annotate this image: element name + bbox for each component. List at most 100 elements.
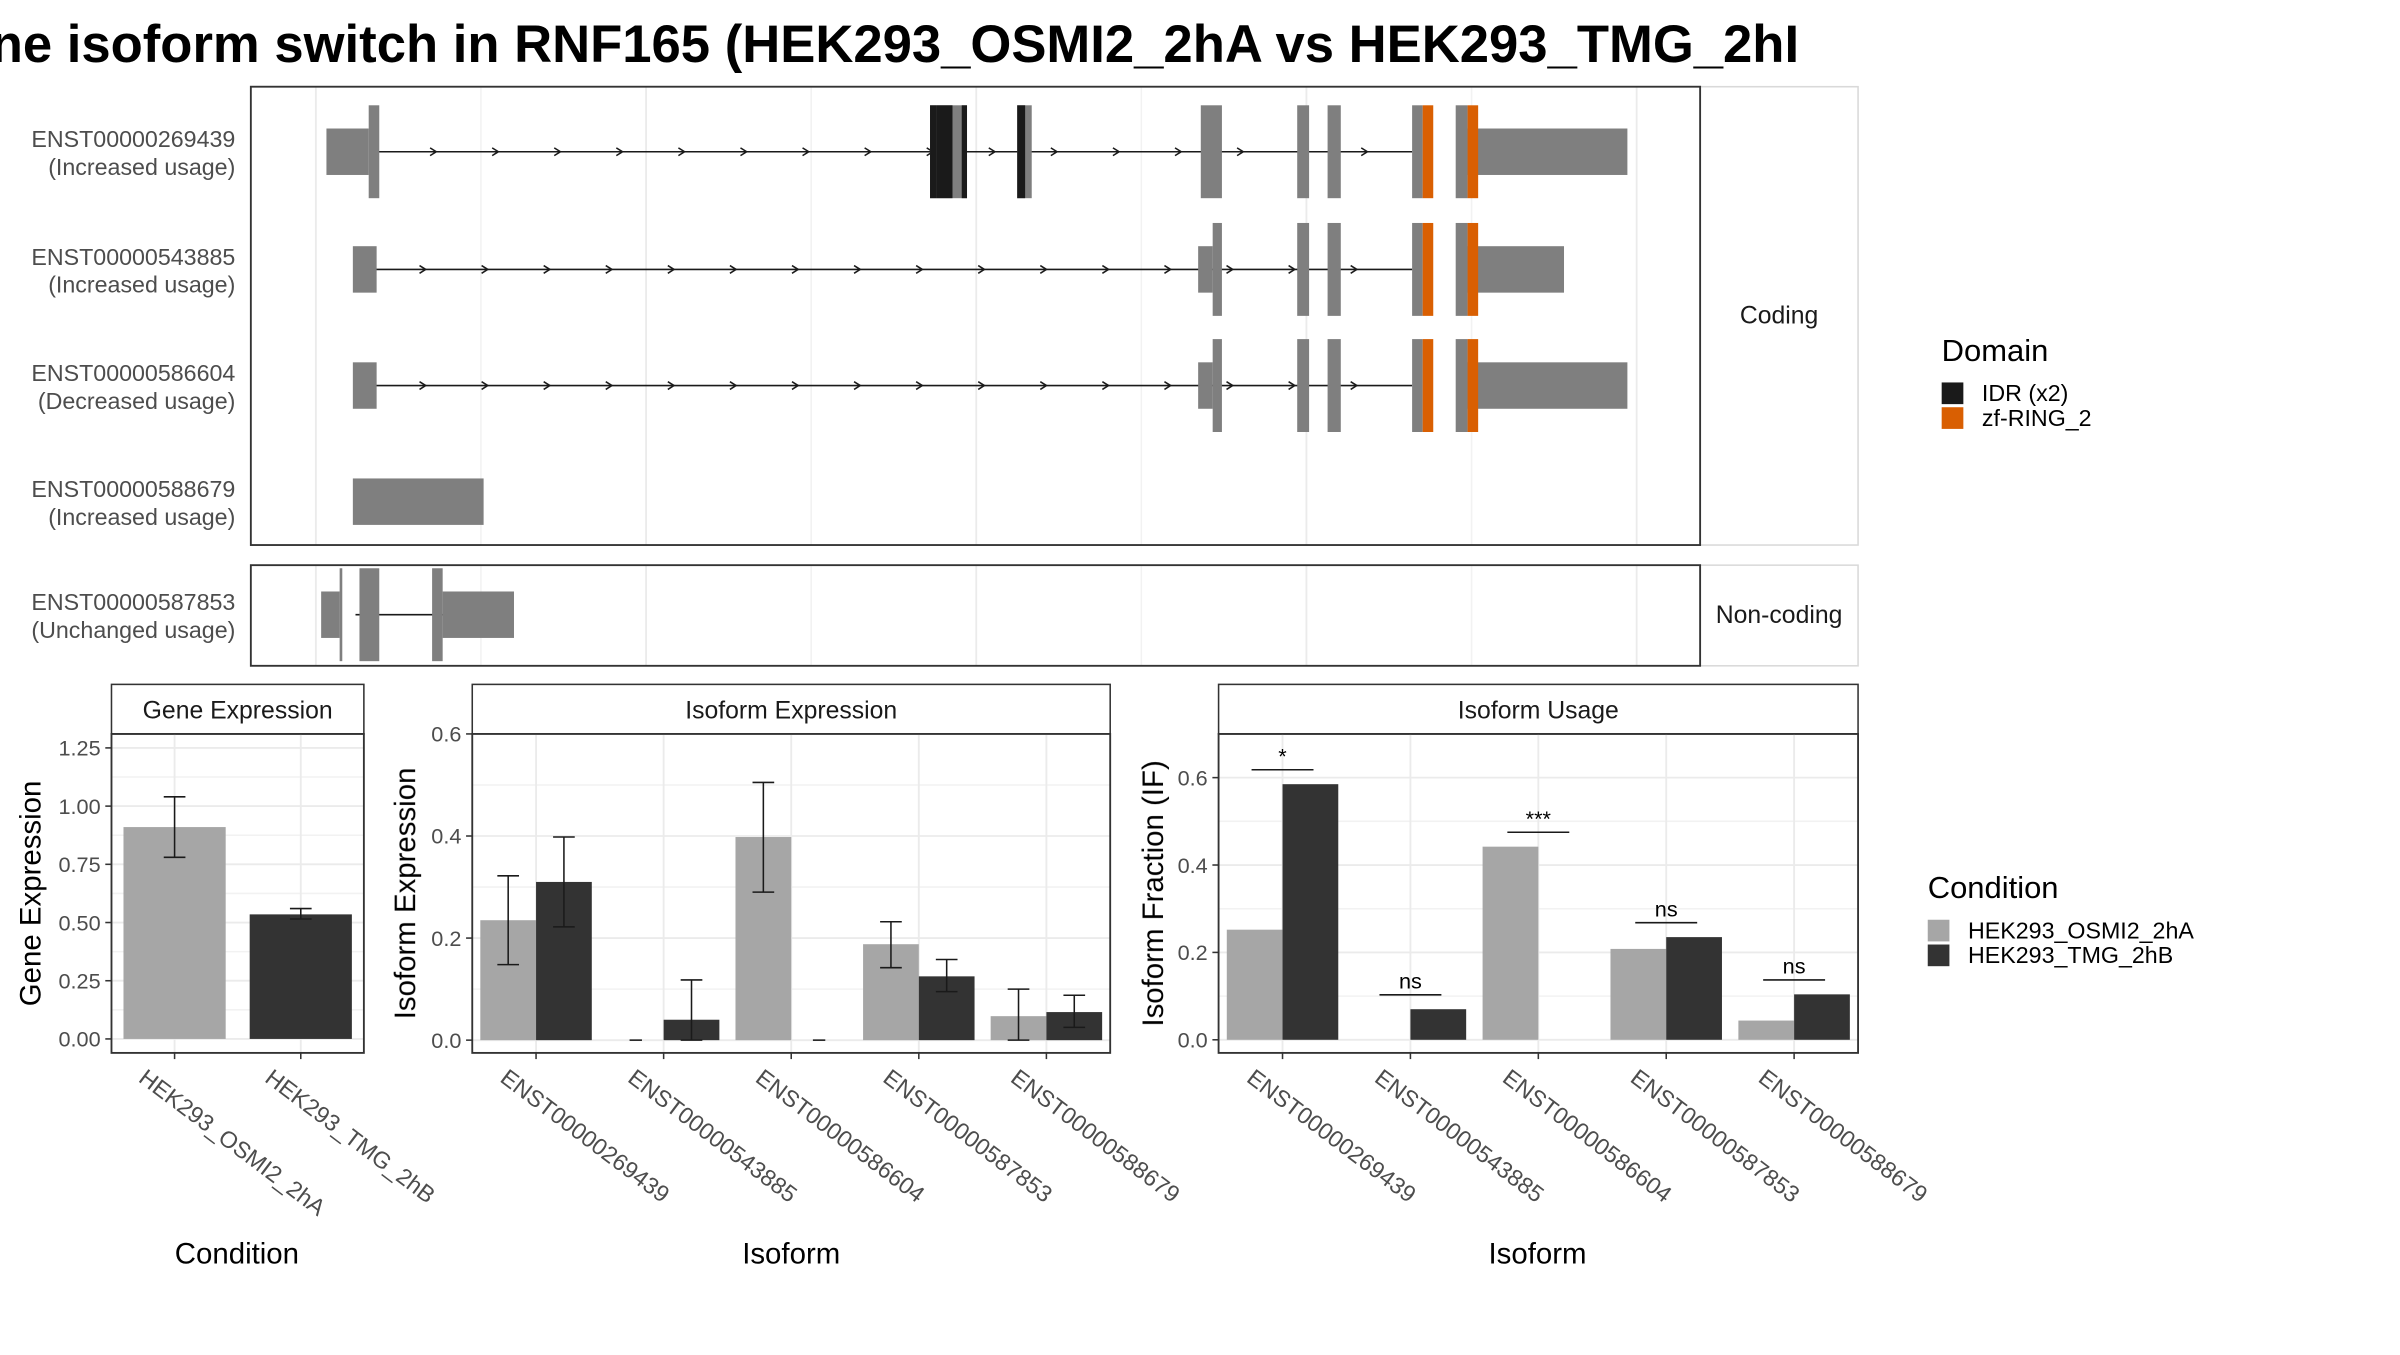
exon-block <box>352 362 377 409</box>
bar-charts: Gene Expression0.000.250.500.751.001.25H… <box>14 683 1933 1270</box>
bar <box>1794 994 1850 1040</box>
significance-label: ns <box>1655 897 1678 922</box>
condition-legend-label: HEK293_TMG_2hB <box>1968 942 2173 968</box>
intron-arrow-icon <box>1174 147 1183 157</box>
bar <box>123 827 226 1039</box>
facet-strip-label-noncoding: Non-coding <box>1716 602 1843 629</box>
intron-arrow-icon <box>740 147 749 157</box>
exon-block <box>359 568 380 662</box>
exon-block <box>1467 128 1628 175</box>
domain-zf-ring-block <box>1467 105 1479 199</box>
domain-idr-block <box>1017 105 1026 199</box>
intron-arrow-icon <box>667 381 676 391</box>
exon-block <box>1200 105 1222 199</box>
transcript-usage-label: (Increased usage) <box>48 504 235 530</box>
intron-arrow-icon <box>791 264 800 274</box>
transcript-id-label: ENST00000543885 <box>31 244 235 270</box>
y-tick-label: 0.0 <box>1178 1028 1208 1053</box>
transcript-row-ENST00000269439: ENST00000269439(Increased usage) <box>31 105 1628 199</box>
bar <box>1226 929 1283 1040</box>
intron-arrow-icon <box>853 381 862 391</box>
chart-panel-border <box>110 733 365 1054</box>
chart-strip-title: Isoform Usage <box>1458 697 1619 724</box>
exon-block <box>1467 362 1628 409</box>
condition-legend-swatch <box>1927 944 1950 967</box>
chart-strip-title: Isoform Expression <box>685 697 897 724</box>
exon-block <box>1297 105 1310 199</box>
exon-block <box>1198 246 1213 293</box>
y-tick-label: 0.00 <box>58 1027 100 1052</box>
intron-arrow-icon <box>553 147 562 157</box>
significance-label: ns <box>1783 954 1806 979</box>
bar <box>1610 948 1667 1040</box>
intron-arrow-icon <box>615 147 624 157</box>
intron-arrow-icon <box>481 264 490 274</box>
structure-panel-border-coding <box>249 85 1702 546</box>
domain-legend-swatch <box>1941 382 1964 405</box>
transcript-id-label: ENST00000586604 <box>31 360 235 386</box>
exon-block <box>1467 246 1565 293</box>
exon-block <box>1297 339 1310 432</box>
intron-arrow-icon <box>729 264 738 274</box>
chart-1: Isoform Expression0.00.20.40.6ENST000002… <box>389 683 1185 1270</box>
chart-strip-title: Gene Expression <box>143 697 333 724</box>
y-tick-label: 0.50 <box>58 910 100 935</box>
intron-arrow-icon <box>419 264 428 274</box>
exon-block <box>1327 222 1341 316</box>
figure-title: ne isoform switch in RNF165 (HEK293_OSMI… <box>0 15 1799 74</box>
bar <box>1482 846 1539 1040</box>
intron-arrow-icon <box>1226 264 1235 274</box>
intron-arrow-icon <box>677 147 687 157</box>
intron-arrow-icon <box>491 147 500 157</box>
domain-legend-swatch <box>1941 407 1964 429</box>
facet-strip-coding <box>1699 85 1859 546</box>
exon-block <box>326 128 369 175</box>
exon-block <box>442 591 514 638</box>
intron-arrow-icon <box>791 381 800 391</box>
exon-block <box>352 478 484 525</box>
transcript-usage-label: (Increased usage) <box>48 272 235 298</box>
y-tick-label: 0.2 <box>431 926 461 951</box>
intron-arrow-icon <box>1164 264 1173 274</box>
exon-block <box>1212 339 1222 432</box>
exon-block <box>1327 339 1341 432</box>
intron-arrow-icon <box>1039 264 1048 274</box>
condition-legend-swatch <box>1927 919 1950 942</box>
transcript-usage-label: (Increased usage) <box>48 154 235 180</box>
y-tick-label: 1.25 <box>58 736 100 761</box>
intron-arrow-icon <box>1101 381 1111 391</box>
exon-block <box>1412 339 1423 432</box>
intron-arrow-icon <box>1050 147 1059 157</box>
domain-legend-title: Domain <box>1942 333 2049 368</box>
intron-arrow-icon <box>667 264 676 274</box>
domain-zf-ring-block <box>1467 339 1479 432</box>
intron-arrow-icon <box>802 147 811 157</box>
exon-block <box>1412 105 1423 199</box>
exon-block <box>1198 362 1213 409</box>
transcript-row-ENST00000543885: ENST00000543885(Increased usage) <box>31 222 1565 316</box>
exon-block <box>1455 339 1468 432</box>
y-tick-label: 0.2 <box>1178 940 1208 965</box>
transcript-id-label: ENST00000587853 <box>31 589 235 615</box>
intron-arrow-icon <box>429 147 438 157</box>
y-tick-label: 0.75 <box>58 852 100 877</box>
y-tick-label: 0.6 <box>1178 765 1208 790</box>
transcript-id-label: ENST00000588679 <box>31 476 235 502</box>
intron-arrow-icon <box>1350 381 1359 391</box>
y-tick-label: 0.25 <box>58 968 100 993</box>
intron-arrow-icon <box>605 381 614 391</box>
chart-0: Gene Expression0.000.250.500.751.001.25H… <box>14 683 440 1270</box>
chart-strip <box>110 683 365 735</box>
intron-arrow-icon <box>977 381 986 391</box>
chart-strip <box>471 683 1111 735</box>
domain-legend-label: IDR (x2) <box>1982 380 2068 406</box>
structure-panel-border-noncoding <box>249 564 1702 667</box>
transcript-row-ENST00000588679: ENST00000588679(Increased usage) <box>31 476 484 530</box>
exon-block <box>432 568 443 662</box>
intron-arrow-icon <box>1164 381 1173 391</box>
y-axis-title: Gene Expression <box>14 781 47 1007</box>
domain-zf-ring-block <box>1422 222 1434 316</box>
